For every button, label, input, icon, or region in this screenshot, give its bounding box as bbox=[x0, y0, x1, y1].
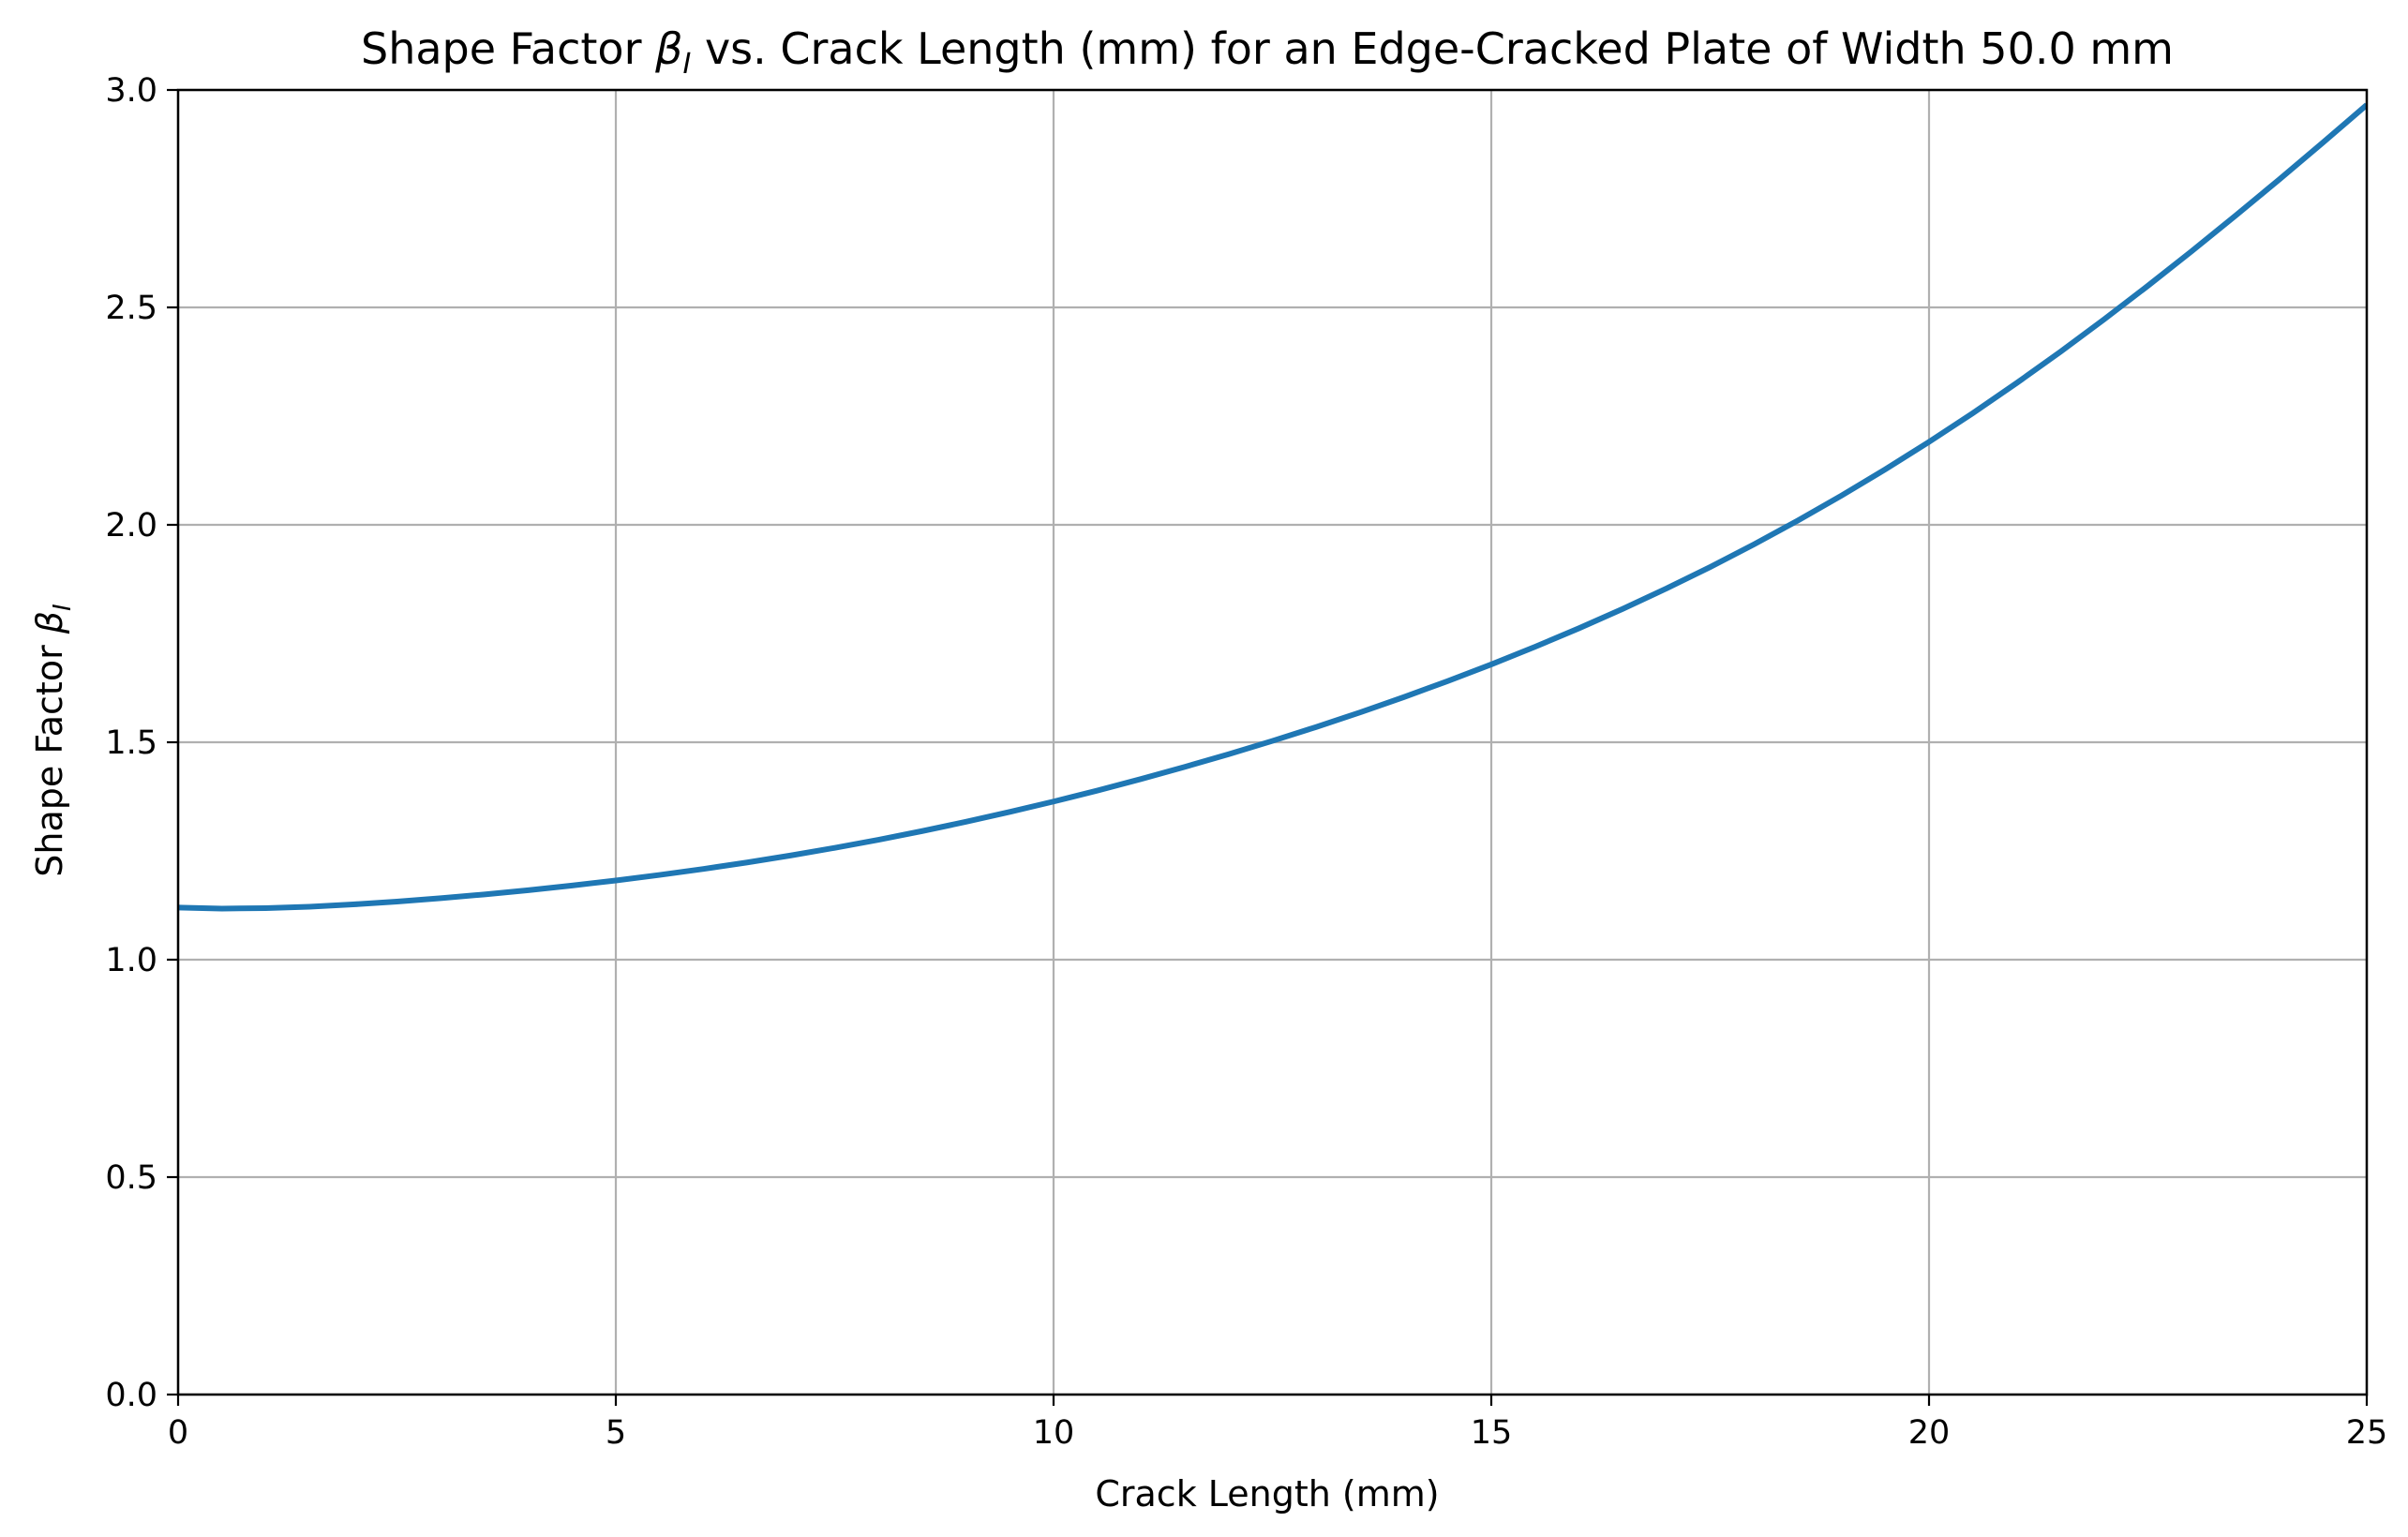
x-tick-label: 20 bbox=[1908, 1414, 1951, 1452]
y-tick-label: 2.0 bbox=[105, 507, 157, 545]
chart-title: Shape Factor βI vs. Crack Length (mm) fo… bbox=[361, 23, 2174, 81]
x-tick-label: 10 bbox=[1033, 1414, 1075, 1452]
chart-title-prefix: Shape Factor bbox=[361, 23, 655, 74]
y-tick-label: 1.5 bbox=[105, 724, 157, 762]
x-tick-label: 0 bbox=[168, 1414, 188, 1452]
y-axis-label-prefix: Shape Factor bbox=[29, 634, 70, 876]
x-tick-label: 25 bbox=[2346, 1414, 2388, 1452]
y-tick-label: 2.5 bbox=[105, 290, 157, 327]
y-axis-label-symbol: β bbox=[29, 611, 70, 634]
x-axis-label: Crack Length (mm) bbox=[1095, 1473, 1439, 1515]
y-axis-label-subscript: I bbox=[49, 604, 77, 611]
y-tick-label: 1.0 bbox=[105, 942, 157, 979]
chart-title-subscript: I bbox=[682, 48, 691, 81]
x-tick-label: 15 bbox=[1471, 1414, 1513, 1452]
chart-title-suffix: vs. Crack Length (mm) for an Edge-Cracke… bbox=[691, 23, 2174, 74]
x-tick-label: 5 bbox=[606, 1414, 626, 1452]
y-tick-label: 3.0 bbox=[105, 72, 157, 110]
chart-title-symbol: β bbox=[654, 23, 682, 74]
y-tick-label: 0.0 bbox=[105, 1377, 157, 1414]
y-tick-label: 0.5 bbox=[105, 1159, 157, 1197]
y-axis-label: Shape Factor βI bbox=[29, 604, 77, 876]
